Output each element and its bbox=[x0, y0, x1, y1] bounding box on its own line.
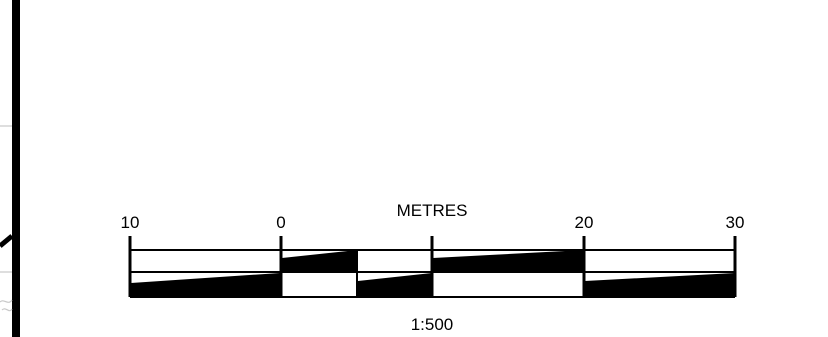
scale-segment-filled bbox=[282, 250, 357, 272]
heavy-diagonal-line bbox=[0, 234, 14, 248]
scale-segment-filled bbox=[585, 273, 735, 297]
scale-bar-bottom-row bbox=[131, 273, 735, 297]
scale-unit-label: METRES bbox=[397, 201, 468, 220]
scale-segment-filled bbox=[433, 250, 584, 272]
scale-bar-top-row bbox=[282, 250, 584, 272]
scale-tick-label: 10 bbox=[121, 213, 140, 232]
scale-ratio-label: 1:500 bbox=[411, 315, 454, 334]
adjacent-linework bbox=[0, 125, 13, 312]
scale-segment-filled bbox=[131, 273, 280, 297]
scale-bar: METRES 10 0 20 30 bbox=[121, 201, 745, 334]
scale-segment-filled bbox=[358, 273, 432, 297]
scale-tick-label: 20 bbox=[575, 213, 594, 232]
scale-tick-label: 0 bbox=[276, 213, 285, 232]
sheet-border-line bbox=[12, 0, 20, 337]
scale-tick-label: 30 bbox=[726, 213, 745, 232]
